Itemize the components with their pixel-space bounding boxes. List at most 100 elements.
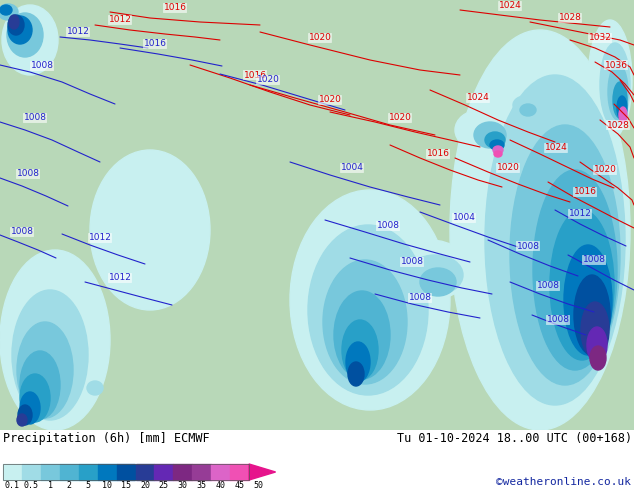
Bar (211, 464, 230, 480)
Text: 1016: 1016 (243, 71, 266, 79)
Ellipse shape (450, 30, 630, 430)
Text: 5: 5 (86, 481, 91, 490)
Text: 1008: 1008 (377, 221, 399, 230)
Bar (60, 464, 79, 480)
Text: 1020: 1020 (389, 114, 411, 122)
Ellipse shape (490, 140, 504, 150)
Bar (3, 464, 22, 480)
Ellipse shape (581, 302, 609, 358)
Ellipse shape (0, 250, 110, 430)
Ellipse shape (2, 5, 58, 75)
Text: 1032: 1032 (588, 33, 611, 43)
Text: 1016: 1016 (143, 40, 167, 49)
Ellipse shape (587, 327, 607, 363)
Text: 1008: 1008 (583, 255, 605, 265)
Ellipse shape (613, 82, 627, 118)
Ellipse shape (17, 414, 27, 426)
Text: 1008: 1008 (536, 281, 559, 291)
Ellipse shape (17, 322, 73, 418)
Ellipse shape (346, 342, 370, 382)
Text: 1008: 1008 (16, 170, 39, 178)
Text: 1012: 1012 (108, 16, 131, 24)
Ellipse shape (323, 260, 407, 384)
Text: 1024: 1024 (545, 144, 567, 152)
Ellipse shape (617, 96, 627, 120)
Ellipse shape (20, 374, 50, 422)
Text: 0.5: 0.5 (24, 481, 39, 490)
Text: 1008: 1008 (30, 62, 53, 71)
Ellipse shape (590, 346, 606, 370)
Ellipse shape (485, 75, 625, 405)
Text: 40: 40 (216, 481, 226, 490)
Ellipse shape (0, 5, 12, 15)
Text: 50: 50 (254, 481, 264, 490)
Bar (41, 464, 60, 480)
Text: 20: 20 (140, 481, 150, 490)
Ellipse shape (334, 291, 390, 379)
Text: 45: 45 (235, 481, 245, 490)
Text: 1028: 1028 (559, 14, 581, 23)
Text: 1004: 1004 (340, 164, 363, 172)
Text: 1016: 1016 (427, 149, 450, 158)
Text: 1008: 1008 (11, 227, 34, 237)
Polygon shape (249, 464, 276, 480)
Text: Tu 01-10-2024 18..00 UTC (00+168): Tu 01-10-2024 18..00 UTC (00+168) (397, 432, 632, 445)
Text: 1028: 1028 (607, 121, 630, 129)
Ellipse shape (574, 275, 610, 355)
Ellipse shape (87, 381, 103, 395)
Text: 35: 35 (197, 481, 207, 490)
Text: 1020: 1020 (318, 96, 342, 104)
Ellipse shape (18, 405, 32, 425)
Ellipse shape (533, 170, 617, 370)
Text: 15: 15 (121, 481, 131, 490)
Text: 1020: 1020 (309, 33, 332, 43)
Ellipse shape (619, 107, 627, 123)
Text: 1: 1 (48, 481, 53, 490)
Text: 1020: 1020 (593, 166, 616, 174)
Ellipse shape (494, 151, 502, 157)
Ellipse shape (550, 210, 614, 360)
Bar (79, 464, 98, 480)
Text: 1008: 1008 (547, 316, 569, 324)
Bar (22, 464, 41, 480)
Text: 1004: 1004 (453, 214, 476, 222)
Text: 2: 2 (67, 481, 72, 490)
Ellipse shape (600, 43, 630, 127)
Text: 1020: 1020 (496, 164, 519, 172)
Ellipse shape (485, 132, 505, 148)
Text: Precipitation (6h) [mm] ECMWF: Precipitation (6h) [mm] ECMWF (3, 432, 210, 445)
Ellipse shape (12, 290, 88, 420)
Text: 1012: 1012 (67, 27, 89, 36)
Text: 1012: 1012 (89, 234, 112, 243)
Text: 1012: 1012 (108, 273, 131, 283)
Text: 30: 30 (178, 481, 188, 490)
Text: 25: 25 (159, 481, 169, 490)
Ellipse shape (520, 104, 536, 116)
Ellipse shape (20, 351, 60, 419)
Ellipse shape (588, 20, 632, 140)
Ellipse shape (474, 122, 506, 148)
Ellipse shape (342, 320, 378, 380)
Bar (117, 464, 136, 480)
Text: 1008: 1008 (401, 258, 424, 267)
Ellipse shape (455, 110, 505, 150)
Ellipse shape (308, 225, 428, 395)
Ellipse shape (73, 382, 97, 402)
Text: 1016: 1016 (164, 3, 186, 13)
Ellipse shape (20, 392, 40, 424)
Text: 1012: 1012 (569, 210, 592, 219)
Bar (155, 464, 173, 480)
Ellipse shape (493, 146, 503, 154)
Text: 1024: 1024 (467, 94, 489, 102)
Text: 1020: 1020 (257, 75, 280, 84)
Ellipse shape (420, 268, 456, 296)
Text: 1036: 1036 (604, 60, 628, 70)
Bar (173, 464, 192, 480)
Text: ©weatheronline.co.uk: ©weatheronline.co.uk (496, 477, 631, 487)
Bar (3, 464, 249, 480)
Bar (192, 464, 211, 480)
Ellipse shape (290, 190, 450, 410)
Text: 1024: 1024 (498, 1, 521, 10)
Ellipse shape (510, 125, 620, 385)
Ellipse shape (608, 64, 628, 120)
